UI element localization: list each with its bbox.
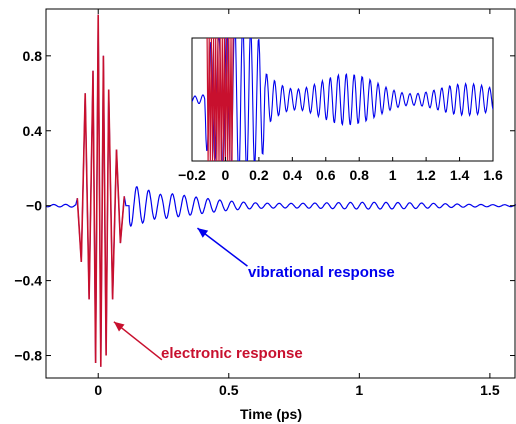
electronic-arrow-head [113, 321, 125, 332]
x-tick-label: 0 [94, 382, 102, 398]
vibrational-series-line [45, 14, 516, 367]
y-tick-label: −0.8 [14, 348, 42, 364]
vibrational-response-label: vibrational response [248, 264, 395, 281]
inset-x-tick-label: 0 [222, 167, 230, 183]
electronic-series-line [76, 14, 126, 367]
y-tick-label: 0.8 [23, 48, 43, 64]
x-tick-label: 1 [355, 382, 363, 398]
inset-x-tick-label: −0.2 [178, 167, 206, 183]
main-axes-frame [45, 8, 516, 379]
y-tick-label: −0.4 [14, 273, 42, 289]
inset-plot: −0.2 0 0.2 0.4 0.6 0.8 1 1.2 1.4 1.6 [178, 37, 503, 183]
inset-x-tick-label: 1 [389, 167, 397, 183]
x-axis-title: Time (ps) [240, 406, 302, 422]
inset-x-tick-label: 1.2 [416, 167, 436, 183]
x-tick-label: 0.5 [219, 382, 239, 398]
inset-x-tick-label: 0.8 [349, 167, 369, 183]
x-tick-label: 1.5 [480, 382, 500, 398]
y-tick-label: 0.4 [23, 123, 43, 139]
inset-x-tick-label: 1.6 [483, 167, 503, 183]
vibrational-arrow-shaft [196, 227, 248, 267]
inset-x-tick-label: 0.4 [283, 167, 303, 183]
inset-axes-frame [191, 37, 494, 162]
inset-vibrational-line [192, 38, 493, 161]
y-tick-label: −0 [26, 198, 42, 214]
main-plot: 0 0.5 1 1.5 0.8 0.4 −0 −0.4 −0.8 Time (ps) vibrati… [14, 8, 516, 422]
inset-x-tick-label: 0.6 [316, 167, 336, 183]
inset-x-tick-label: 1.4 [450, 167, 470, 183]
electronic-response-label: electronic response [161, 345, 303, 362]
inset-x-tick-label: 0.2 [249, 167, 269, 183]
vibrational-arrow-head [197, 228, 209, 238]
electronic-arrow-shaft [113, 321, 163, 361]
